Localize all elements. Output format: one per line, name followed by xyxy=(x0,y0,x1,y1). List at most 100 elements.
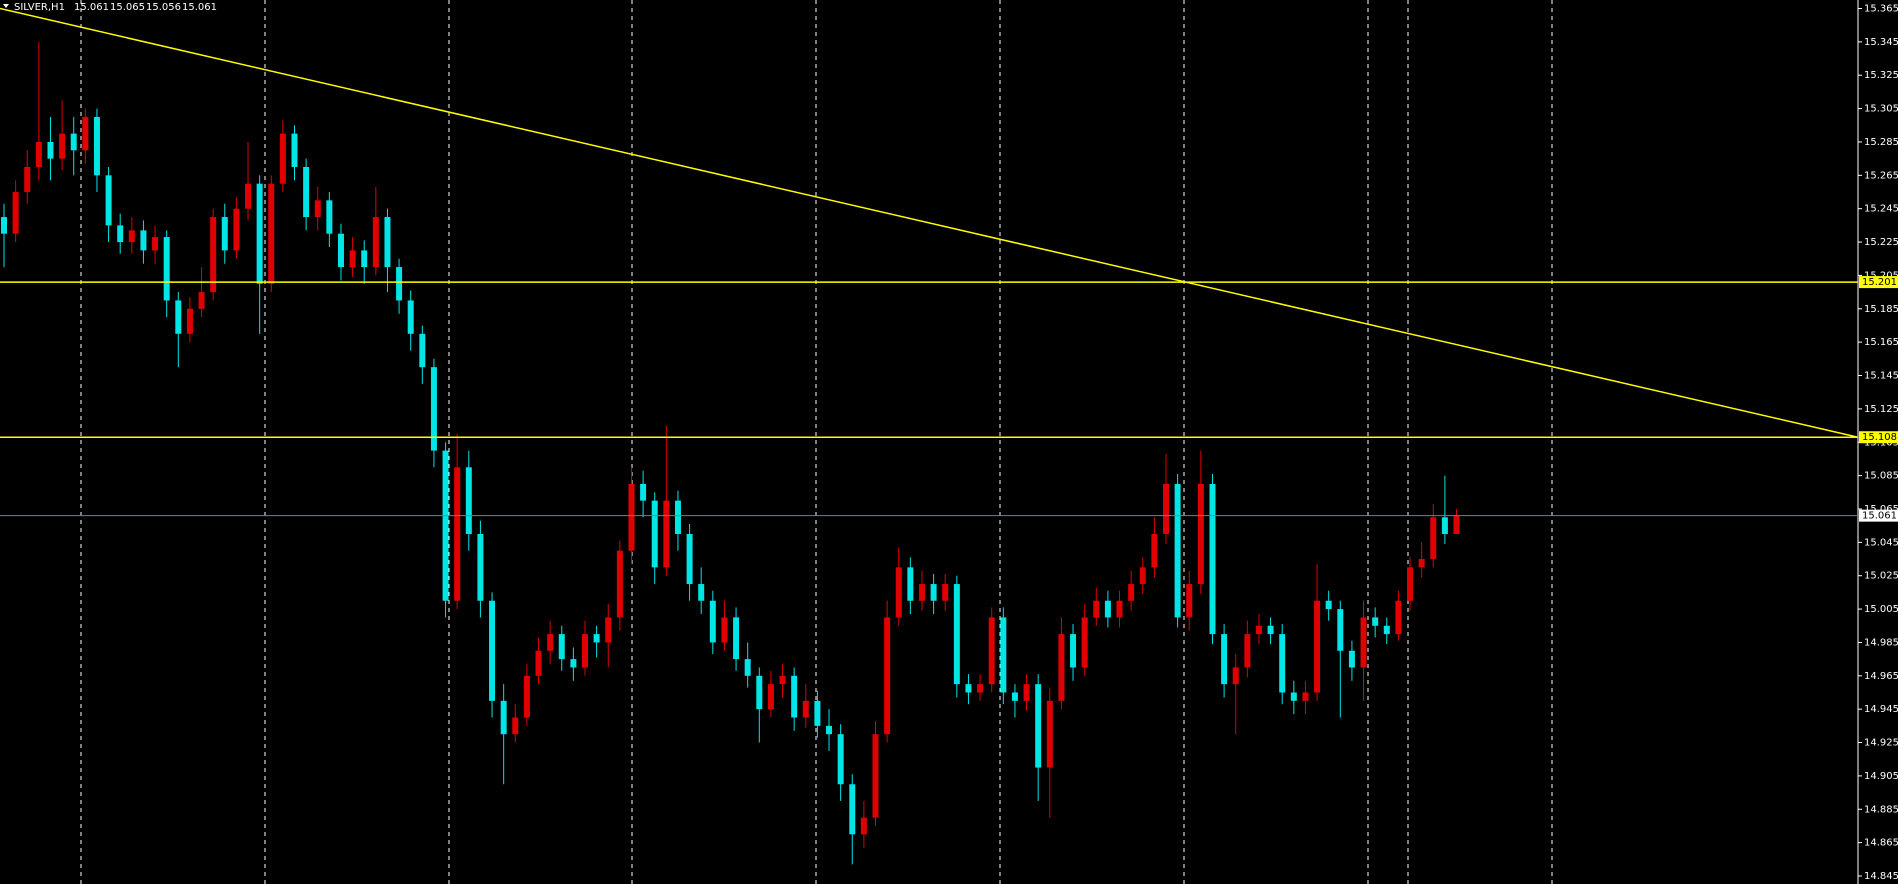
y-tick-label: 14.845 xyxy=(1864,871,1898,882)
candle-body xyxy=(965,684,972,693)
candle-body xyxy=(1081,617,1088,668)
y-tick-label: 15.345 xyxy=(1864,37,1898,48)
trendline xyxy=(0,7,1859,438)
candle-body xyxy=(1348,650,1355,668)
candle-body xyxy=(849,784,856,835)
candle-body xyxy=(221,217,228,251)
candle-body xyxy=(1325,600,1332,610)
candle-body xyxy=(233,208,240,251)
candle-body xyxy=(686,534,693,585)
candle-body xyxy=(663,500,670,568)
candle-body xyxy=(1197,483,1204,585)
candle-body xyxy=(500,700,507,735)
candle-body xyxy=(465,467,472,535)
candle-body xyxy=(930,584,937,601)
candle-body xyxy=(651,500,658,568)
y-tick-label: 14.925 xyxy=(1864,738,1898,749)
candle-body xyxy=(512,717,519,735)
price-label: 15.061 xyxy=(1862,511,1897,522)
candle-body xyxy=(349,250,356,268)
candle-body xyxy=(826,725,833,735)
candle-body xyxy=(1395,600,1402,635)
candle-body xyxy=(1,217,7,234)
y-tick-label: 14.885 xyxy=(1864,804,1898,815)
candle-body xyxy=(535,650,542,676)
candle-body xyxy=(907,567,914,601)
candle-body xyxy=(1174,483,1181,618)
candle-body xyxy=(698,584,705,601)
price-label: 15.108 xyxy=(1862,432,1897,443)
y-tick-label: 15.245 xyxy=(1864,204,1898,215)
price-label: 15.201 xyxy=(1862,277,1897,288)
candle-body xyxy=(314,200,321,218)
candle-body xyxy=(558,634,565,660)
candle-body xyxy=(582,634,588,668)
candle-body xyxy=(70,133,77,151)
candle-body xyxy=(593,634,600,643)
candle-body xyxy=(1163,483,1169,535)
candle-body xyxy=(175,300,182,334)
candle-body xyxy=(791,675,798,718)
header-marker xyxy=(3,4,9,8)
candle-body xyxy=(268,183,275,284)
candle-body xyxy=(24,166,31,193)
candle-body xyxy=(1116,600,1123,618)
candle-body xyxy=(82,116,89,151)
candle-body xyxy=(163,237,170,301)
candle-body xyxy=(337,233,344,268)
candle-body xyxy=(1267,625,1274,635)
candle-body xyxy=(1093,600,1100,618)
candle-body xyxy=(361,250,368,268)
candle-body xyxy=(291,133,298,167)
price-label-box xyxy=(1859,509,1898,522)
candle-body xyxy=(616,550,623,618)
candle-body xyxy=(942,584,949,601)
candle-body xyxy=(1186,584,1193,618)
y-tick-label: 15.005 xyxy=(1864,604,1898,615)
candle-body xyxy=(605,617,612,643)
candle-body xyxy=(721,617,728,643)
period-separators xyxy=(80,0,1553,884)
candle-body xyxy=(860,817,867,835)
candle-body xyxy=(1070,634,1077,668)
candle-body xyxy=(884,617,891,735)
candle-body xyxy=(186,308,193,334)
candle-body xyxy=(384,217,391,268)
candle-body xyxy=(1314,600,1321,693)
y-tick-label: 15.065 xyxy=(1864,504,1898,515)
y-tick-label: 15.265 xyxy=(1864,170,1898,181)
candle-body xyxy=(256,183,263,284)
candle-body xyxy=(1035,684,1042,768)
y-tick-label: 15.305 xyxy=(1864,104,1898,115)
candle-body xyxy=(1407,567,1414,601)
candle-body xyxy=(1255,625,1262,635)
y-tick-label: 15.085 xyxy=(1864,471,1898,482)
candle-body xyxy=(279,133,286,184)
header-ohlc: 15.065 xyxy=(110,2,145,13)
candle-body xyxy=(1221,634,1228,685)
candle-body xyxy=(674,500,681,535)
y-tick-label: 15.185 xyxy=(1864,304,1898,315)
candle-body xyxy=(895,567,902,618)
candle-body xyxy=(489,600,496,701)
candle-body xyxy=(814,700,821,726)
candle-body xyxy=(837,734,844,785)
candle-body xyxy=(640,483,647,501)
candle-body xyxy=(396,267,403,301)
y-tick-label: 15.145 xyxy=(1864,371,1898,382)
candle-body xyxy=(47,141,54,159)
candle-body xyxy=(709,600,716,643)
candle-body xyxy=(1023,684,1030,701)
y-tick-label: 14.905 xyxy=(1864,771,1898,782)
header-ohlc: 15.056 xyxy=(146,2,181,13)
candle-body xyxy=(523,675,530,718)
candle-body xyxy=(419,333,426,368)
candle-body xyxy=(1430,517,1437,560)
candle-body xyxy=(953,584,960,685)
candle-body xyxy=(140,230,147,251)
candle-body xyxy=(1151,534,1158,568)
candle-body xyxy=(152,237,159,251)
